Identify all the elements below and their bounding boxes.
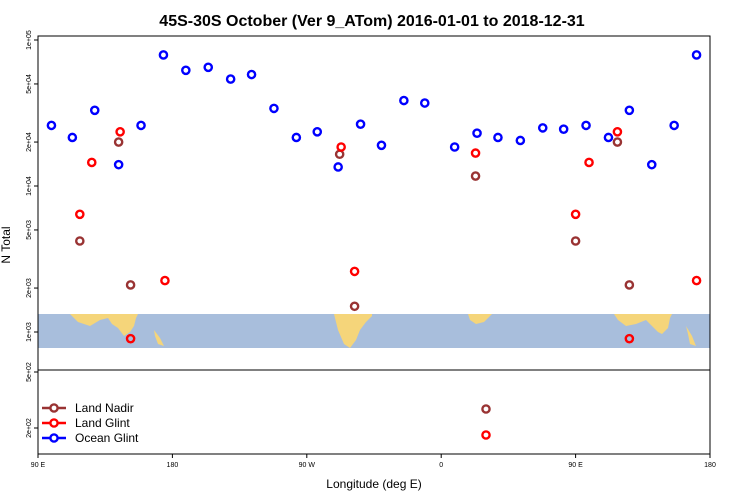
data-point [349, 301, 360, 312]
data-point [470, 171, 481, 181]
data-point [269, 103, 279, 114]
y-axis-label: N Total [0, 226, 13, 263]
data-point [312, 127, 323, 137]
legend-marker [49, 433, 59, 443]
legend-label: Ocean Glint [75, 431, 139, 445]
australia-land [70, 314, 138, 336]
data-point [537, 123, 548, 133]
data-points [46, 50, 702, 344]
data-point [515, 135, 526, 146]
data-point [89, 105, 100, 116]
data-point [349, 266, 360, 277]
new-zealand-land-repeat [686, 326, 696, 346]
ocean-band [38, 314, 710, 348]
x-tick-label: 90 E [31, 462, 46, 469]
south-africa-land [468, 314, 492, 324]
y-tick-label: 5e+03 [26, 220, 33, 240]
data-point [624, 280, 635, 290]
chart-title: 45S-30S October (Ver 9_ATom) 2016-01-01 … [159, 13, 584, 30]
lower-tick-label: 2e+02 [26, 418, 33, 438]
south-america-land [334, 314, 372, 348]
lower-tick-label: 5e+02 [26, 362, 33, 382]
x-tick-label: 90 W [299, 462, 316, 469]
data-point [376, 140, 387, 151]
data-point [158, 50, 169, 60]
data-point [570, 209, 581, 220]
legend-label: Land Glint [75, 416, 130, 430]
y-tick-label: 2e+04 [26, 132, 33, 152]
data-point [67, 132, 78, 143]
data-point [355, 119, 366, 130]
x-tick-label: 0 [439, 462, 443, 469]
legend-marker [49, 418, 59, 428]
lower-data-point [481, 404, 491, 414]
australia-land-repeat [614, 314, 672, 334]
data-point [584, 157, 594, 168]
data-point [225, 74, 236, 84]
x-tick-label: 180 [167, 462, 179, 469]
data-point [603, 132, 614, 143]
data-point [75, 236, 85, 246]
data-point [333, 162, 343, 172]
data-point [669, 120, 679, 131]
data-point [449, 142, 460, 152]
data-point [125, 280, 136, 290]
legend-marker [49, 403, 59, 413]
x-tick-label: 90 E [568, 462, 583, 469]
lower-panel-points [481, 404, 491, 440]
data-point [470, 148, 481, 158]
data-point [646, 159, 657, 170]
x-tick-label: 180 [704, 462, 716, 469]
lower-data-point [481, 430, 491, 440]
data-point [291, 132, 302, 143]
data-point [612, 127, 623, 137]
y-axis: 1e+05 5e+04 2e+04 1e+04 5e+03 2e+03 1e+03 5e+02… [26, 30, 38, 438]
data-point [558, 124, 569, 134]
y-tick-label: 1e+03 [26, 322, 33, 342]
y-tick-label: 1e+05 [26, 30, 33, 50]
data-point [113, 159, 124, 170]
data-point [113, 137, 124, 147]
data-point [181, 65, 191, 76]
data-point [612, 137, 623, 147]
lower-panel-frame [37, 369, 711, 455]
data-point [399, 95, 409, 106]
data-point [115, 127, 125, 137]
x-axis-label: Longitude (deg E) [326, 477, 421, 491]
data-point [125, 333, 136, 344]
data-point [570, 236, 581, 246]
data-point [581, 120, 591, 131]
data-point [203, 62, 214, 73]
data-point [75, 209, 85, 220]
new-zealand-land [154, 330, 164, 346]
map-strip [38, 314, 710, 348]
data-point [624, 105, 635, 116]
data-point [86, 157, 97, 168]
y-tick-label: 5e+04 [26, 74, 33, 94]
x-axis: 90 E 180 90 W 0 90 E 180 [31, 454, 716, 469]
legend-label: Land Nadir [75, 401, 134, 415]
y-tick-label: 1e+04 [26, 176, 33, 196]
data-point [334, 149, 345, 160]
data-point [691, 275, 702, 286]
data-point [136, 120, 146, 131]
data-point [624, 333, 635, 344]
data-point [246, 69, 257, 80]
data-point [493, 132, 503, 143]
data-point [472, 128, 482, 138]
data-point [419, 98, 430, 108]
data-point [46, 120, 57, 131]
data-point [691, 50, 702, 60]
y-tick-label: 2e+03 [26, 278, 33, 298]
data-point [336, 142, 346, 152]
data-point [160, 275, 170, 286]
